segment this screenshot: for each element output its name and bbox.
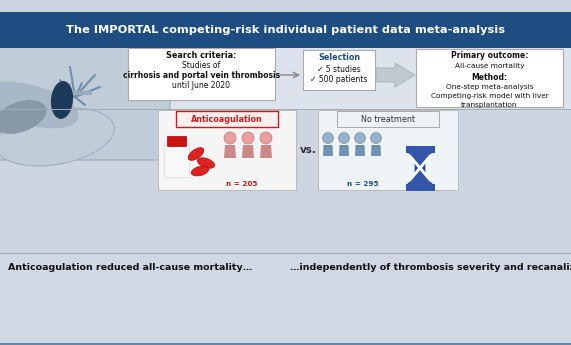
Circle shape bbox=[339, 132, 349, 144]
Ellipse shape bbox=[0, 108, 114, 166]
FancyBboxPatch shape bbox=[303, 50, 375, 90]
FancyBboxPatch shape bbox=[0, 40, 170, 160]
FancyBboxPatch shape bbox=[0, 255, 571, 345]
FancyBboxPatch shape bbox=[176, 111, 278, 127]
Ellipse shape bbox=[198, 158, 215, 168]
Circle shape bbox=[224, 132, 236, 144]
FancyBboxPatch shape bbox=[0, 12, 571, 48]
Text: One-step meta-analysis: One-step meta-analysis bbox=[446, 84, 533, 90]
FancyBboxPatch shape bbox=[0, 343, 571, 345]
FancyBboxPatch shape bbox=[158, 110, 296, 190]
Polygon shape bbox=[339, 145, 349, 156]
Text: …independently of thrombosis severity and recanalization: …independently of thrombosis severity an… bbox=[290, 263, 571, 272]
Circle shape bbox=[355, 132, 365, 144]
Text: Search criteria:: Search criteria: bbox=[166, 51, 237, 60]
Text: Competing-risk model with liver: Competing-risk model with liver bbox=[431, 93, 548, 99]
Polygon shape bbox=[376, 63, 415, 87]
Text: Studies of: Studies of bbox=[182, 61, 220, 70]
Circle shape bbox=[323, 132, 333, 144]
Text: ✓ 5 studies: ✓ 5 studies bbox=[317, 65, 361, 73]
Text: Selection: Selection bbox=[318, 53, 360, 62]
Text: n = 205: n = 205 bbox=[226, 181, 258, 187]
Text: Anticoagulation reduced all-cause mortality…: Anticoagulation reduced all-cause mortal… bbox=[8, 263, 252, 272]
FancyBboxPatch shape bbox=[128, 48, 275, 100]
Text: n = 295: n = 295 bbox=[347, 181, 379, 187]
Text: The IMPORTAL competing-risk individual patient data meta-analysis: The IMPORTAL competing-risk individual p… bbox=[66, 25, 505, 35]
Ellipse shape bbox=[51, 81, 73, 119]
Polygon shape bbox=[224, 145, 236, 158]
FancyBboxPatch shape bbox=[164, 142, 190, 177]
Polygon shape bbox=[323, 145, 333, 156]
Polygon shape bbox=[260, 145, 272, 158]
Text: ✓ 500 patients: ✓ 500 patients bbox=[310, 75, 368, 83]
Polygon shape bbox=[242, 145, 254, 158]
Text: Primary outcome:: Primary outcome: bbox=[451, 51, 528, 60]
Polygon shape bbox=[355, 145, 365, 156]
Text: cirrhosis and portal vein thrombosis: cirrhosis and portal vein thrombosis bbox=[123, 71, 280, 80]
Circle shape bbox=[371, 132, 381, 144]
FancyBboxPatch shape bbox=[318, 110, 458, 190]
FancyBboxPatch shape bbox=[405, 146, 435, 152]
Text: No treatment: No treatment bbox=[361, 115, 415, 124]
FancyBboxPatch shape bbox=[337, 111, 439, 127]
Polygon shape bbox=[406, 150, 434, 186]
FancyBboxPatch shape bbox=[416, 49, 563, 107]
Ellipse shape bbox=[188, 148, 204, 160]
Polygon shape bbox=[371, 145, 381, 156]
Ellipse shape bbox=[191, 166, 209, 176]
FancyBboxPatch shape bbox=[167, 137, 187, 147]
Text: All-cause mortality: All-cause mortality bbox=[455, 63, 524, 69]
Text: Method:: Method: bbox=[472, 72, 508, 81]
Ellipse shape bbox=[0, 100, 46, 134]
Text: until June 2020: until June 2020 bbox=[172, 81, 231, 90]
Text: vs.: vs. bbox=[300, 145, 316, 155]
Circle shape bbox=[242, 132, 254, 144]
Text: transplantation: transplantation bbox=[461, 102, 518, 108]
FancyBboxPatch shape bbox=[405, 184, 435, 190]
Text: Anticoagulation: Anticoagulation bbox=[191, 115, 263, 124]
FancyBboxPatch shape bbox=[0, 40, 571, 110]
Ellipse shape bbox=[0, 82, 79, 128]
Circle shape bbox=[260, 132, 272, 144]
